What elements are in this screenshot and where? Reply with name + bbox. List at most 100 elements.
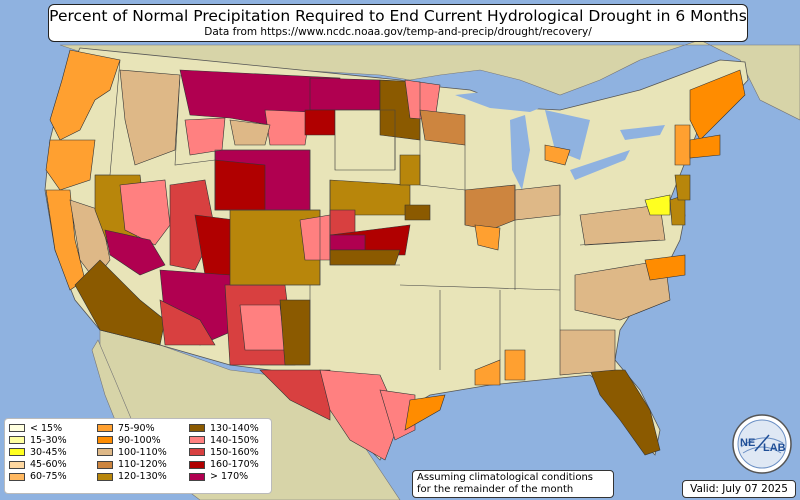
legend-label: 140-150% (210, 434, 259, 446)
region-virginia (579, 204, 666, 246)
region-illinois (464, 184, 516, 231)
note-line-2: for the remainder of the month (417, 484, 574, 495)
legend-item: 30-45% (9, 446, 67, 458)
legend-item: 110-120% (97, 459, 167, 471)
legend-label: 110-120% (118, 459, 167, 471)
region-texas-coast (404, 394, 446, 431)
region-montana-south (264, 109, 311, 146)
legend-swatch (9, 436, 25, 445)
region-texas-pink (319, 369, 401, 461)
region-north-dakota-red (304, 109, 336, 136)
region-new-york (674, 124, 691, 166)
region-nj (674, 174, 691, 201)
legend-swatch (9, 472, 25, 481)
legend-item: 130-140% (189, 422, 259, 434)
legend-swatch (97, 460, 113, 469)
legend-swatch (97, 436, 113, 445)
region-new-mexico-pink (239, 304, 286, 351)
region-georgia (559, 329, 616, 376)
region-new-england (689, 69, 746, 141)
region-florida (589, 369, 661, 456)
region-kansas-magenta (329, 234, 366, 251)
legend-swatch (97, 424, 113, 433)
state-borders (95, 59, 661, 370)
legend-swatch (9, 448, 25, 457)
legend-item: 100-110% (97, 446, 167, 458)
legend-item: 140-150% (189, 434, 259, 446)
region-arizona-south (159, 299, 216, 346)
legend: < 15% 15-30% 30-45% 45-60% 60-75% 75-90% 90-1… (4, 418, 272, 494)
legend-label: 30-45% (30, 446, 67, 458)
legend-swatch (97, 448, 113, 457)
legend-label: 90-100% (118, 434, 161, 446)
legend-column-2: 75-90% 90-100% 100-110% 110-120% 120-130% (97, 422, 167, 483)
region-texas-panhandle (279, 299, 311, 366)
legend-column-3: 130-140% 140-150% 150-160% 160-170% > 170% (189, 422, 259, 483)
legend-swatch (189, 472, 205, 481)
legend-item: 150-160% (189, 446, 259, 458)
legend-item: < 15% (9, 422, 67, 434)
region-wyoming-red (214, 159, 266, 211)
legend-item: 75-90% (97, 422, 167, 434)
logo-text-left: NE (740, 437, 755, 449)
map-title: Percent of Normal Precipitation Required… (49, 7, 747, 25)
region-oregon-coast (45, 139, 96, 191)
drought-regions (45, 49, 746, 461)
region-nevada-south (119, 179, 171, 246)
legend-label: 60-75% (30, 471, 67, 483)
legend-swatch (189, 436, 205, 445)
region-massachusetts (689, 134, 721, 159)
lake-erie (570, 150, 630, 180)
region-louisiana (474, 359, 501, 386)
region-pacific-northwest (49, 49, 121, 141)
region-nebraska-red (329, 209, 356, 236)
legend-swatch (189, 448, 205, 457)
region-idaho-pink (184, 117, 226, 156)
legend-item: 60-75% (9, 471, 67, 483)
region-nc-orange (644, 254, 686, 281)
region-montana-tan (229, 119, 271, 146)
lake-michigan (510, 115, 530, 190)
legend-label: 75-90% (118, 422, 155, 434)
region-wisconsin (419, 109, 466, 146)
region-mississippi (504, 349, 526, 381)
legend-label: 160-170% (210, 459, 259, 471)
legend-label: > 170% (210, 471, 249, 483)
legend-label: 130-140% (210, 422, 259, 434)
region-nevada-magenta (104, 229, 166, 276)
lake-superior (455, 88, 560, 112)
legend-label: < 15% (30, 422, 63, 434)
region-iowa (399, 154, 421, 186)
valid-date: Valid: July 07 2025 (682, 480, 796, 498)
legend-swatch (9, 460, 25, 469)
legend-item: 160-170% (189, 459, 259, 471)
note-line-1: Assuming climatological conditions (417, 472, 593, 483)
region-idaho (119, 69, 181, 166)
legend-label: 15-30% (30, 434, 67, 446)
legend-swatch (97, 472, 113, 481)
legend-item: 120-130% (97, 471, 167, 483)
logo-text-right: LAB (763, 442, 786, 454)
legend-label: 150-160% (210, 446, 259, 458)
legend-swatch (189, 460, 205, 469)
legend-item: > 170% (189, 471, 259, 483)
legend-swatch (9, 424, 25, 433)
legend-label: 45-60% (30, 459, 67, 471)
legend-item: 90-100% (97, 434, 167, 446)
legend-item: 15-30% (9, 434, 67, 446)
legend-column-1: < 15% 15-30% 30-45% 45-60% 60-75% (9, 422, 67, 483)
region-oklahoma (329, 249, 401, 266)
region-maryland-yellow (644, 194, 671, 216)
region-missouri-orange (474, 224, 501, 251)
legend-swatch (189, 424, 205, 433)
region-colorado-pink (299, 214, 331, 261)
legend-label: 120-130% (118, 471, 167, 483)
region-iowa-south (404, 204, 431, 221)
legend-item: 45-60% (9, 459, 67, 471)
title-box: Percent of Normal Precipitation Required… (48, 4, 748, 42)
region-michigan-orange (544, 144, 571, 166)
legend-label: 100-110% (118, 446, 167, 458)
nexlab-logo: NE LAB (732, 414, 792, 474)
region-texas-west (259, 369, 331, 421)
